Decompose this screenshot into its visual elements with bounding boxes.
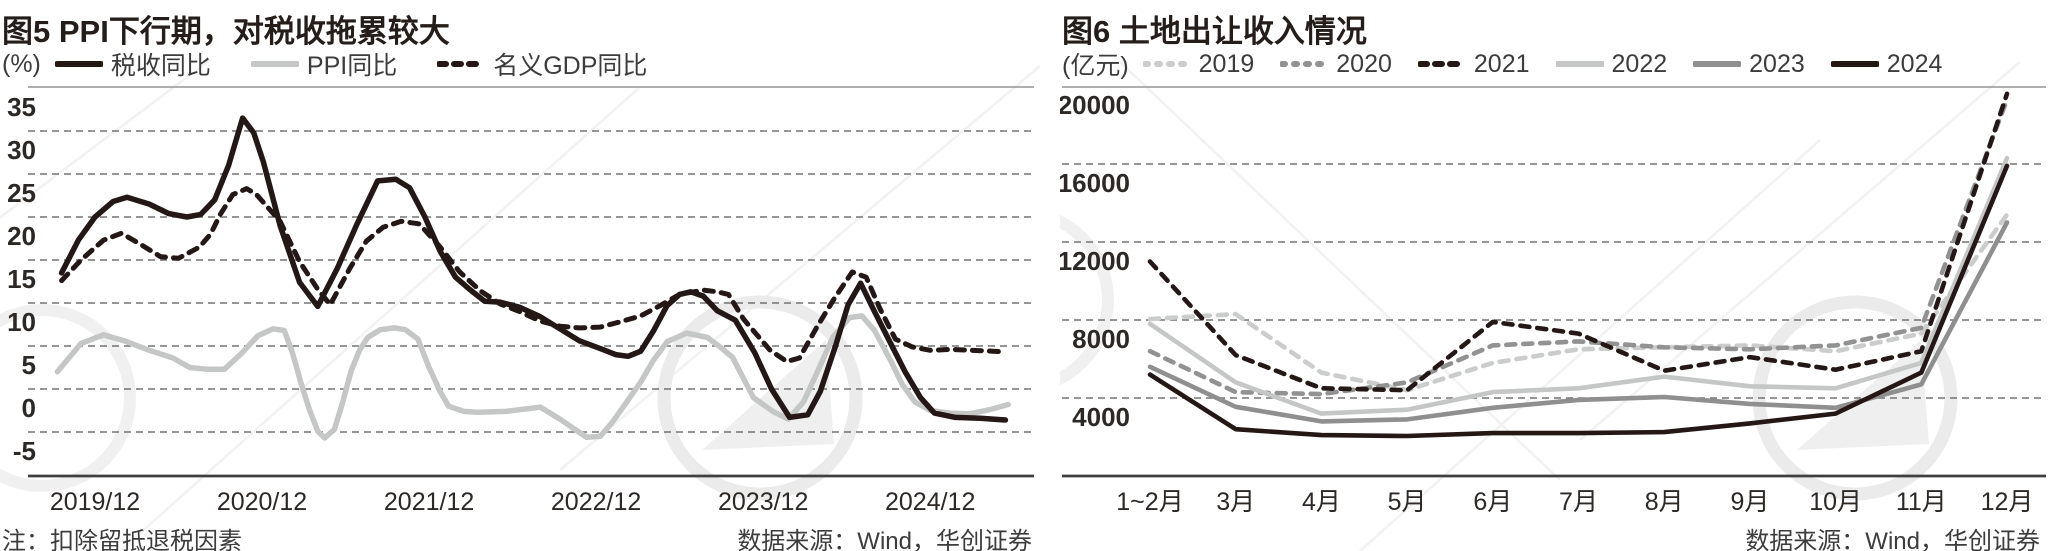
legend-swatch-y2019	[1142, 61, 1191, 67]
x-axis-tick-label: 10月	[1809, 488, 1862, 516]
series-line-ppi-yoy	[54, 313, 1011, 441]
figure-6-title: 图6 土地出让收入情况	[1062, 14, 1367, 49]
legend-swatch-y2021	[1417, 61, 1466, 67]
figure-6-chart: 20000 16000 12000 8000 4000 1~2月 3月 4月 5月 6月 7月 8月 9…	[1060, 61, 2046, 551]
watermark-circle	[1060, 214, 1114, 386]
x-axis-tick-label: 1~2月	[1116, 488, 1183, 516]
watermark-emblem-sail	[702, 340, 834, 450]
legend-label-y2020: 2020	[1336, 49, 1392, 78]
y-axis-tick-label: -5	[13, 436, 36, 466]
legend-item-y2020: 2020	[1280, 50, 1392, 79]
figure-6-unit-label: (亿元)	[1062, 52, 1129, 80]
legend-swatch-ppi-yoy	[250, 61, 299, 67]
figure-5-title: 图5 PPI下行期，对税收拖累较大	[2, 14, 450, 49]
figure-5-source: 数据来源：Wind，华创证券	[737, 528, 1032, 551]
legend-item-y2022: 2022	[1555, 49, 1668, 79]
series-line-nominal-gdp-yoy	[59, 186, 1008, 364]
legend-label-y2021: 2021	[1473, 49, 1530, 78]
x-axis-tick-label: 8月	[1645, 488, 1684, 516]
x-axis-tick-label: 4月	[1302, 488, 1341, 516]
x-axis-tick-label: 3月	[1216, 488, 1255, 516]
x-axis-tick-label: 2022/12	[551, 488, 641, 516]
y-axis-tick-label: 35	[7, 92, 36, 122]
figure-6-legend: (亿元) 2019 2020 2021 2022 2023 2024	[1062, 46, 1968, 82]
x-axis-tick-label: 2021/12	[384, 488, 474, 516]
legend-swatch-y2020	[1280, 61, 1329, 67]
watermark-diagonal-line	[1359, 139, 1821, 551]
y-axis-tick-label: 15	[7, 264, 36, 294]
y-axis-tick-label: 30	[7, 135, 36, 165]
y-axis-tick-label: 8000	[1072, 324, 1130, 354]
legend-swatch-tax-yoy	[54, 61, 103, 67]
y-axis-tick-label: 5	[22, 350, 36, 380]
x-axis-tick-label: 9月	[1730, 488, 1769, 516]
figure-5-unit-label: (%)	[2, 49, 41, 78]
legend-swatch-y2023	[1693, 61, 1742, 67]
legend-label-nominal-gdp-yoy: 名义GDP同比	[493, 52, 648, 80]
figure-5-chart: 35 30 25 20 15 10 5 0 -5 2019/12 2020/12 2021/12 202…	[0, 59, 1041, 551]
x-axis-tick-label: 6月	[1473, 488, 1512, 516]
x-axis-tick-label: 7月	[1559, 488, 1598, 516]
watermark-emblem-sail	[1797, 340, 1929, 450]
y-axis-tick-label: 20000	[1060, 90, 1130, 120]
x-axis-tick-label: 5月	[1388, 488, 1427, 516]
x-axis-tick-label: 2023/12	[718, 488, 808, 516]
y-axis-tick-label: 10	[7, 307, 36, 337]
x-axis-tick-label: 2019/12	[50, 488, 140, 516]
x-axis-tick-label: 12月	[1981, 488, 2034, 516]
legend-swatch-nominal-gdp-yoy	[437, 61, 486, 67]
x-axis-tick-label: 11月	[1896, 488, 1947, 516]
watermark-emblem-circle	[657, 295, 863, 501]
legend-label-y2022: 2022	[1611, 49, 1668, 78]
y-axis-tick-label: 4000	[1072, 402, 1130, 432]
watermark-circle	[0, 304, 136, 492]
figure-6-panel: 20000 16000 12000 8000 4000 1~2月 3月 4月 5月 6月 7月 8月 9…	[1060, 0, 2048, 551]
y-axis-tick-label: 0	[22, 393, 36, 423]
y-axis-tick-label: 20	[7, 221, 36, 251]
legend-label-y2024: 2024	[1886, 49, 1943, 78]
y-axis-tick-label: 16000	[1060, 168, 1130, 198]
legend-label-y2019: 2019	[1198, 49, 1255, 78]
legend-label-ppi-yoy: PPI同比	[306, 52, 398, 80]
watermark	[1060, 61, 2021, 551]
x-axis-tick-label: 2024/12	[885, 488, 975, 516]
legend-item-nominal-gdp-yoy: 名义GDP同比	[437, 46, 647, 82]
y-axis-tick-label: 25	[7, 178, 36, 208]
watermark-diagonal-line	[1119, 61, 1561, 481]
watermark	[0, 59, 1041, 551]
legend-item-ppi-yoy: PPI同比	[250, 46, 398, 82]
series-line-y2024	[1147, 163, 2010, 439]
legend-item-y2019: 2019	[1142, 49, 1255, 79]
figure-5-panel: 35 30 25 20 15 10 5 0 -5 2019/12 2020/12 2021/12 202…	[0, 14, 1041, 551]
figure-5-legend: (%) 税收同比 PPI同比 名义GDP同比	[2, 46, 687, 82]
legend-item-tax-yoy: 税收同比	[54, 46, 211, 82]
legend-item-y2023: 2023	[1693, 50, 1805, 79]
legend-item-y2024: 2024	[1830, 49, 1943, 79]
legend-swatch-y2024	[1830, 61, 1879, 67]
watermark-diagonal-line	[559, 65, 1041, 471]
series-line-y2022	[1147, 155, 2010, 416]
series-line-y2019	[1147, 212, 2010, 393]
legend-swatch-y2022	[1555, 61, 1604, 67]
series-line-y2021	[1147, 91, 2010, 393]
legend-item-y2021: 2021	[1417, 49, 1530, 79]
series-line-tax-yoy	[58, 115, 1009, 423]
series-line-y2020	[1147, 97, 2010, 397]
figure-5-note: 注：扣除留抵退税因素	[2, 528, 242, 551]
watermark-diagonal-line	[119, 86, 641, 551]
legend-label-y2023: 2023	[1749, 49, 1805, 78]
figure-6-source: 数据来源：Wind，华创证券	[1745, 528, 2040, 551]
x-axis-tick-label: 2020/12	[217, 488, 307, 516]
legend-label-tax-yoy: 税收同比	[110, 52, 211, 80]
y-axis-tick-label: 12000	[1060, 246, 1130, 276]
watermark-diagonal-line	[0, 59, 211, 220]
